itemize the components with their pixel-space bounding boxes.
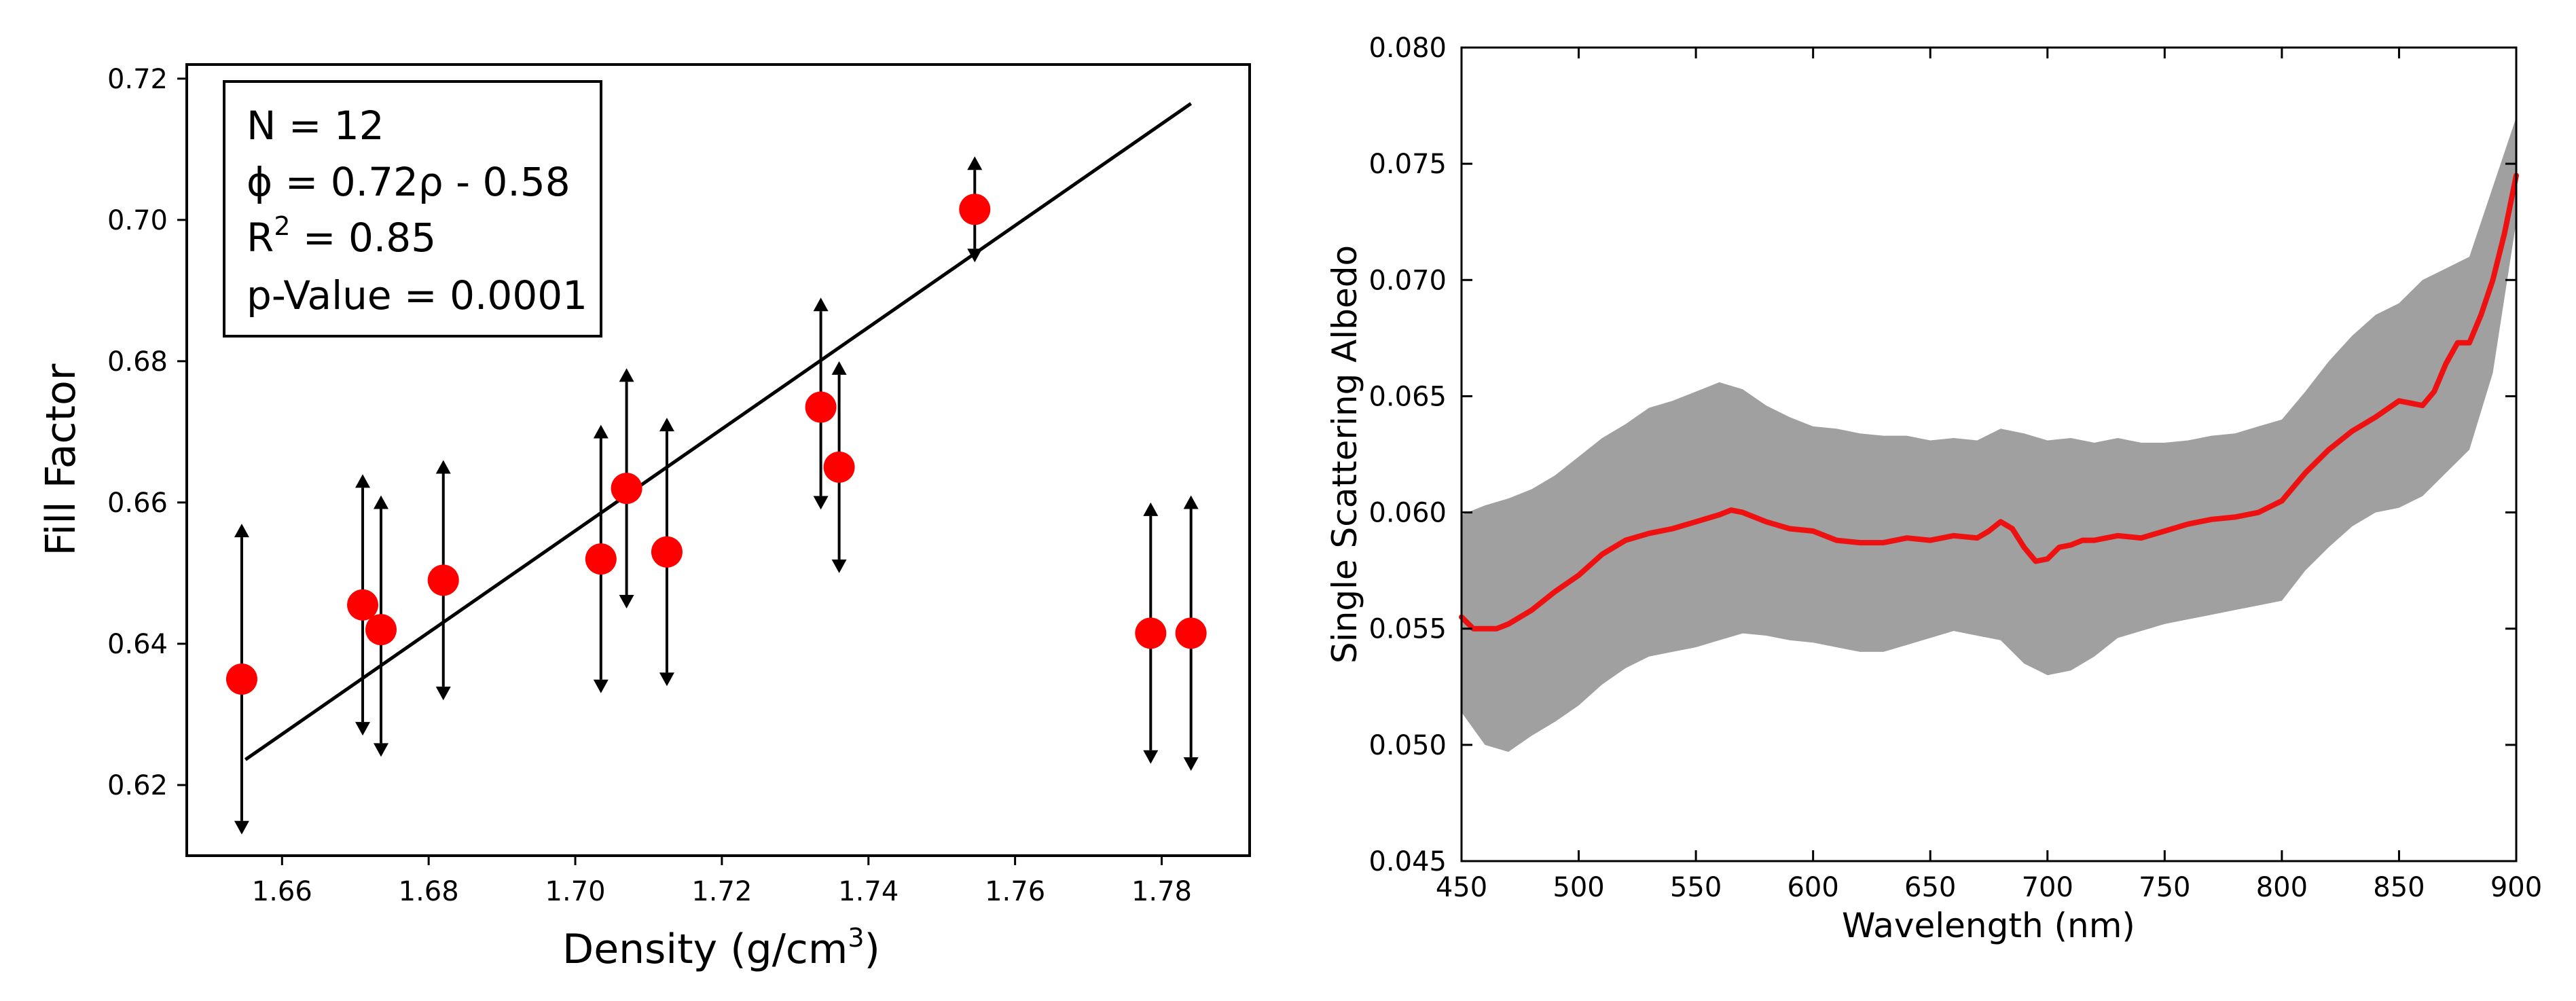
error-bar-lower-arrow-3: [374, 743, 389, 757]
x-axis-title: Density (g/cm3): [562, 923, 880, 973]
x-tick-label: 500: [1553, 872, 1604, 903]
error-bar-upper-arrow-10: [967, 156, 983, 170]
y-ticks-layer: 0.62 0.64 0.66 0.68 0.70 0.72: [107, 64, 187, 801]
fit-line: [244, 102, 1193, 761]
x-tick-label: 750: [2139, 872, 2190, 903]
y-tick-label: 0.080: [1368, 33, 1447, 64]
x-tick-label: 550: [1670, 872, 1722, 903]
data-point-11: [1135, 617, 1167, 649]
data-point-1: [225, 663, 257, 695]
x-axis-title-superscript: 3: [848, 923, 864, 953]
error-bar-lower-arrow-9: [831, 559, 847, 573]
error-bar-upper-arrow-5: [593, 424, 609, 439]
y-tick-label: 0.62: [107, 770, 168, 801]
x-tick-label: 1.66: [252, 876, 312, 907]
right-plot-frame: [1460, 46, 2518, 862]
y-tick-label: 0.050: [1368, 730, 1447, 761]
error-bar-upper-arrow-9: [831, 361, 847, 375]
error-bar-upper-arrow-11: [1143, 502, 1159, 516]
y-tick-label: 0.68: [107, 346, 168, 378]
x-tick-label: 1.78: [1131, 876, 1192, 907]
data-point-10: [959, 194, 991, 225]
x-tick-label: 1.72: [691, 876, 752, 907]
error-bar-lower-arrow-12: [1183, 757, 1199, 771]
data-point-2: [347, 589, 379, 621]
x-tick-label: 1.70: [545, 876, 606, 907]
data-point-12: [1175, 617, 1207, 649]
y-axis-title: Fill Factor: [37, 363, 85, 556]
stats-box-frame: [223, 80, 602, 338]
x-tick-label: 800: [2256, 872, 2308, 903]
data-point-5: [585, 543, 617, 575]
error-bar-upper-arrow-8: [813, 297, 829, 312]
stats-fit-equation: ϕ = 0.72ρ - 0.58: [247, 159, 570, 205]
error-bar-lower-arrow-2: [355, 722, 371, 736]
y-tick-label: 0.70: [107, 205, 168, 236]
error-bar-lower-arrow-7: [659, 672, 674, 687]
y-tick-label: 0.055: [1368, 614, 1447, 645]
mean-line-layer: [1459, 172, 2519, 632]
right-panel: 450 500 550 600 650 700 750 800 850 900 0.045 0.05…: [1325, 33, 2542, 945]
y-tick-label: 0.075: [1368, 149, 1447, 180]
y-tick-label: 0.065: [1368, 381, 1447, 412]
error-bar-lower-arrow-4: [435, 687, 451, 701]
data-point-8: [805, 391, 837, 423]
fit-line-layer: [244, 102, 1193, 761]
x-tick-label: 450: [1436, 872, 1487, 903]
error-bar-lower-arrow-1: [234, 820, 249, 835]
data-point-6: [611, 473, 642, 505]
data-point-4: [427, 564, 459, 596]
x-axis-title: Wavelength (nm): [1842, 906, 2135, 945]
x-tick-label: 850: [2373, 872, 2425, 903]
data-point-3: [365, 614, 397, 646]
error-bar-upper-arrow-4: [435, 460, 451, 474]
y-tick-label: 0.72: [107, 64, 168, 95]
y-tick-label: 0.070: [1368, 265, 1447, 296]
x-tick-label: 1.76: [985, 876, 1045, 907]
data-point-9: [823, 451, 855, 483]
error-bar-upper-arrow-2: [355, 474, 371, 488]
stats-r-squared: R2 = 0.85: [247, 211, 436, 261]
y-ticks-layer: 0.045 0.050 0.055 0.060 0.065 0.070 0.075 0.080: [1368, 33, 2516, 877]
x-ticks-layer: 450 500 550 600 650 700 750 800 850 900: [1436, 48, 2542, 903]
error-bar-upper-arrow-3: [374, 495, 389, 509]
x-tick-label: 900: [2490, 872, 2542, 903]
x-ticks-layer: 1.66 1.68 1.70 1.72 1.74 1.76 1.78: [252, 856, 1192, 907]
error-bar-upper-arrow-1: [234, 524, 249, 538]
points-layer: [225, 194, 1207, 695]
left-panel: 1.66 1.68 1.70 1.72 1.74 1.76 1.78 0.620.640.6…: [37, 63, 1251, 973]
error-bar-lower-arrow-6: [619, 594, 634, 608]
uncertainty-band-layer: [1462, 117, 2516, 752]
mean-albedo-line: [1459, 172, 2519, 632]
y-tick-label: 0.060: [1368, 498, 1447, 529]
error-bar-lower-arrow-8: [813, 496, 829, 510]
left-plot-frame: [185, 63, 1251, 857]
error-bar-upper-arrow-12: [1183, 495, 1199, 509]
stats-box: N = 12 ϕ = 0.72ρ - 0.58 R2 = 0.85 p-Valu…: [223, 80, 602, 338]
error-bar-lower-arrow-11: [1143, 750, 1159, 764]
y-tick-label: 0.045: [1368, 846, 1447, 877]
x-tick-label: 650: [1904, 872, 1956, 903]
stats-p-value: p-Value = 0.0001: [247, 272, 587, 318]
error-bar-lower-arrow-5: [593, 679, 609, 693]
x-tick-label: 1.68: [399, 876, 459, 907]
data-point-7: [651, 536, 683, 568]
error-bar-upper-arrow-6: [619, 368, 634, 382]
x-tick-label: 600: [1787, 872, 1838, 903]
y-tick-label: 0.66: [107, 488, 168, 519]
y-tick-label: 0.64: [107, 629, 168, 660]
stats-n: N = 12: [247, 103, 384, 149]
error-bar-lower-arrow-10: [967, 249, 983, 263]
uncertainty-band: [1462, 117, 2516, 752]
x-tick-label: 700: [2022, 872, 2073, 903]
error-bar-upper-arrow-7: [659, 418, 674, 432]
y-axis-title: Single Scattering Albedo: [1325, 245, 1364, 663]
x-tick-label: 1.74: [838, 876, 899, 907]
